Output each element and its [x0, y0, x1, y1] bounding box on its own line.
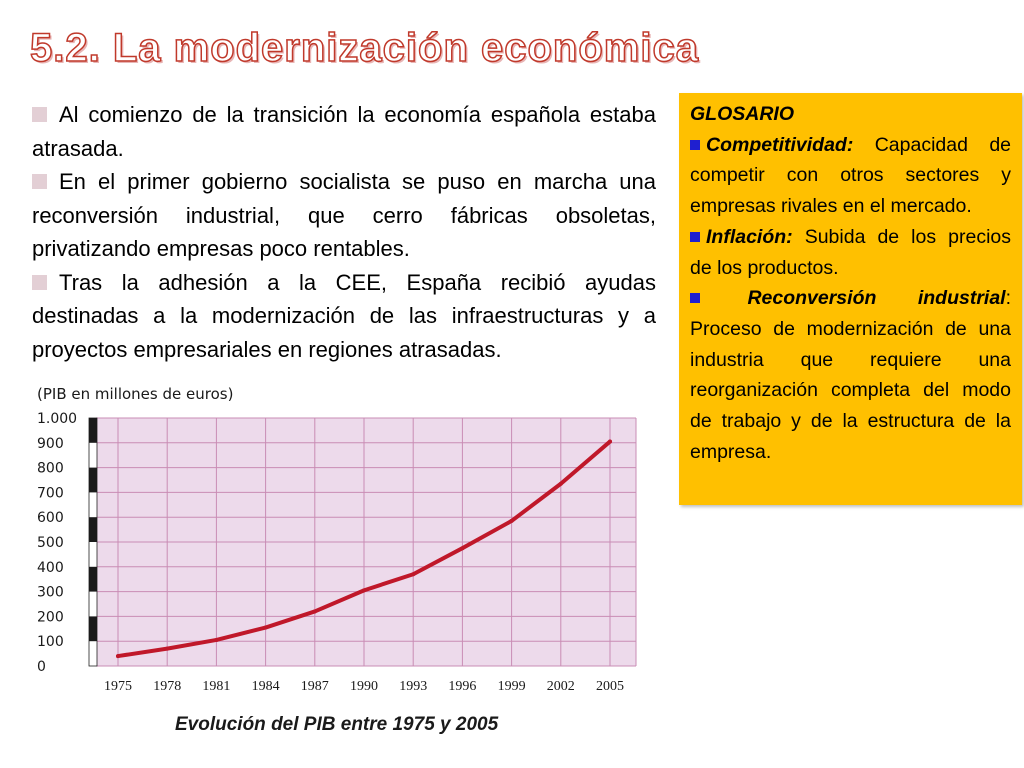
axis-strip-segment	[89, 467, 97, 493]
x-tick-label: 1990	[350, 679, 378, 694]
x-tick-label: 2002	[547, 679, 575, 694]
data-point	[558, 481, 563, 486]
y-tick-label: 800	[37, 461, 64, 477]
y-tick-label: 200	[37, 609, 64, 625]
bullet-item: En el primer gobierno socialista se puso…	[32, 165, 656, 266]
square-bullet-icon	[32, 174, 47, 189]
bullet-text: Tras la adhesión a la CEE, España recibi…	[32, 269, 656, 362]
y-tick-label: 400	[37, 560, 64, 576]
bullet-text: En el primer gobierno socialista se puso…	[32, 169, 656, 261]
square-bullet-icon	[32, 274, 47, 290]
glossary-term-separator: :	[1005, 287, 1012, 310]
gdp-line-chart: 0 100 200 300 400 500 600 700 800 900 1.000 1975 197…	[37, 385, 637, 694]
y-tick-label: 700	[37, 485, 64, 501]
square-bullet-icon	[690, 139, 700, 150]
data-point	[411, 572, 416, 577]
glossary-term: Inflación:	[706, 225, 793, 248]
x-tick-label: 1999	[498, 679, 526, 694]
glossary-definition: Subida de los precios de los productos.	[690, 225, 1011, 279]
glossary-definition: Proceso de modernización de una industri…	[690, 317, 1011, 463]
y-tick-label: 0	[37, 659, 46, 675]
data-point	[214, 637, 219, 642]
x-tick-label: 1993	[399, 679, 427, 694]
data-point	[312, 609, 317, 614]
y-tick-label: 1.000	[37, 411, 77, 427]
y-tick-label: 500	[37, 535, 64, 551]
glossary-term: Reconversión industrial	[747, 287, 1006, 310]
unit-label: (PIB en millones de euros)	[37, 385, 233, 403]
axis-strip-segment	[89, 566, 97, 592]
data-point	[362, 588, 366, 593]
data-point	[116, 654, 120, 659]
bullet-item: Al comienzo de la transición la economía…	[32, 98, 656, 165]
x-tick-label: 1984	[252, 679, 280, 694]
y-tick-label: 900	[37, 436, 64, 452]
x-tick-label: 1975	[104, 679, 132, 694]
data-point	[263, 625, 268, 630]
data-point	[608, 439, 612, 444]
chart-caption: Evolución del PIB entre 1975 y 2005	[175, 714, 499, 735]
glossary-term: Competitividad:	[706, 133, 854, 156]
glossary-entry: Inflación: Subida de los precios de los …	[690, 222, 1011, 283]
glossary-box: GLOSARIO Competitividad: Capacidad de co…	[679, 93, 1022, 505]
data-point	[460, 546, 465, 551]
square-bullet-icon	[32, 107, 47, 122]
bullet-text: Al comienzo de la transición la economía…	[32, 102, 656, 161]
axis-strip-segment	[89, 616, 97, 642]
x-tick-label: 1987	[301, 679, 329, 694]
square-bullet-icon	[690, 293, 700, 304]
x-tick-label: 2005	[596, 679, 624, 694]
y-tick-label: 100	[37, 634, 64, 650]
y-tick-label: 600	[37, 510, 64, 526]
x-tick-label: 1978	[153, 679, 181, 694]
x-tick-label: 1981	[202, 679, 230, 694]
glossary-heading: GLOSARIO	[690, 103, 795, 125]
axis-strip-segment	[89, 517, 97, 542]
axis-strip-segment	[89, 418, 97, 443]
data-point	[165, 646, 170, 651]
data-point	[509, 518, 514, 523]
bullet-item: Tras la adhesión a la CEE, España recibi…	[32, 266, 656, 367]
glossary-definition: Capacidad de competir con otros sectores…	[690, 133, 1012, 218]
x-tick-label: 1996	[448, 679, 476, 694]
slide-title: 5.2. La modernización económica	[29, 25, 699, 71]
glossary-entry: Reconversión industrial: Proceso de mode…	[690, 283, 1011, 467]
y-tick-label: 300	[37, 585, 64, 601]
square-bullet-icon	[690, 231, 700, 242]
bullet-list: Al comienzo de la transición la economía…	[32, 98, 656, 366]
glossary-entry: Competitividad: Capacidad de competir co…	[690, 130, 1011, 222]
